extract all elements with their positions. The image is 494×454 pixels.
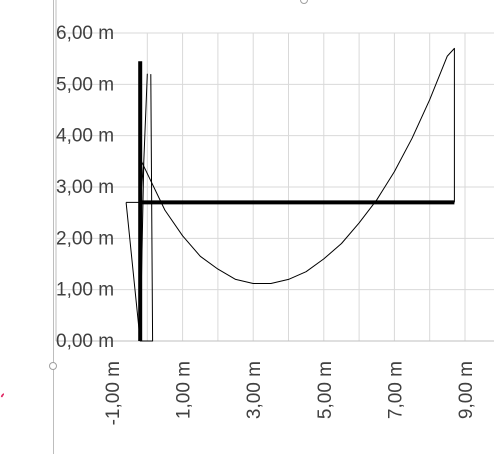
selection-handle-left[interactable]	[49, 362, 57, 370]
x-tick-label: 3,00 m	[244, 361, 265, 419]
x-tick-label: 7,00 m	[385, 361, 406, 419]
x-tick-label: 5,00 m	[315, 361, 336, 419]
y-tick-label: 2,00 m	[56, 228, 114, 249]
selection-border-left	[53, 0, 54, 454]
x-tick-label: 1,00 m	[174, 361, 195, 419]
x-tick-label: -1,00 m	[103, 361, 124, 425]
y-tick-label: 6,00 m	[56, 23, 114, 44]
series-small-spike	[140, 74, 154, 342]
y-tick-label: 3,00 m	[56, 177, 114, 198]
x-tick-label: 9,00 m	[456, 361, 477, 419]
y-tick-label: 5,00 m	[56, 74, 114, 95]
error-indicator-mark: ?	[0, 392, 4, 410]
series-left-profile	[125, 73, 148, 342]
series-curve	[139, 47, 455, 284]
y-tick-label: 4,00 m	[56, 126, 114, 147]
y-tick-label: 1,00 m	[56, 280, 114, 301]
y-tick-label: 0,00 m	[56, 331, 114, 352]
